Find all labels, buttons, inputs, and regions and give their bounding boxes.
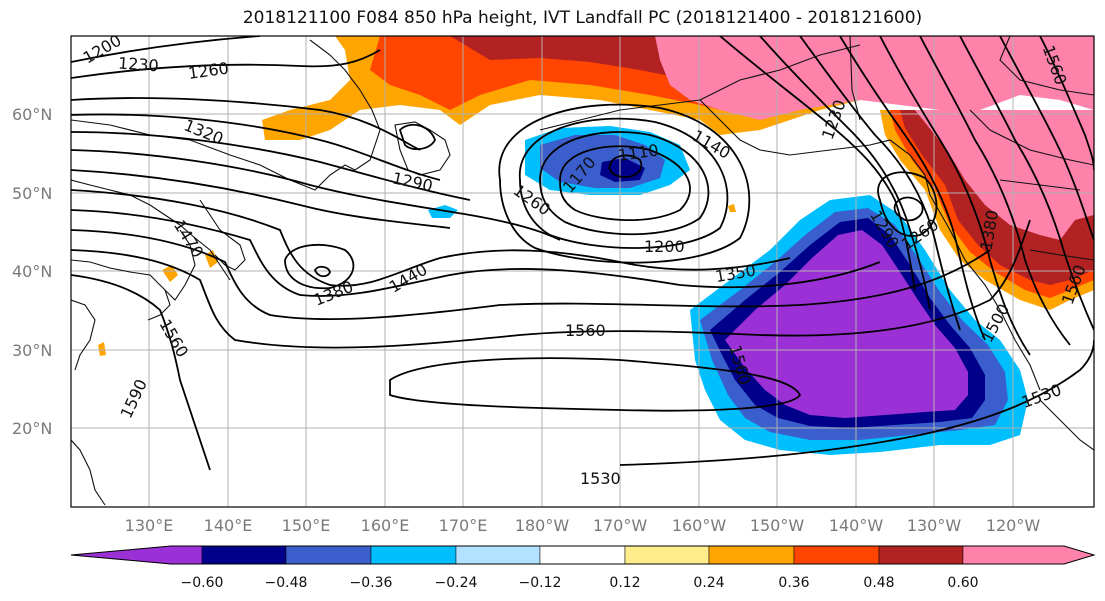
contour-label: 1560 — [565, 321, 606, 340]
colorbar-segment — [878, 545, 964, 565]
colorbar-tick: −0.36 — [350, 575, 393, 591]
map-frame — [70, 35, 1095, 508]
lon-label-140w: 140°W — [829, 516, 884, 535]
lat-label-50n: 50°N — [12, 184, 52, 203]
colorbar-frame — [70, 545, 1096, 565]
lon-label-180w: 180°W — [515, 516, 570, 535]
colorbar-segment — [285, 545, 372, 565]
longitude-labels: 130°E 140°E 150°E 160°E 170°E 180°W 170°… — [125, 516, 1041, 535]
colorbar-tick: −0.24 — [435, 575, 478, 591]
lat-label-30n: 30°N — [12, 341, 52, 360]
colorbar-tick: 0.60 — [947, 575, 978, 591]
height-contours — [71, 36, 1094, 471]
figure-title: 2018121100 F084 850 hPa height, IVT Land… — [242, 8, 923, 28]
colorbar-segment — [793, 545, 880, 565]
lon-label-150e: 150°E — [282, 516, 331, 535]
colorbar-segment — [624, 545, 710, 565]
colorbar-tick: 0.36 — [778, 575, 809, 591]
lon-label-170e: 170°E — [439, 516, 488, 535]
lon-label-170w: 170°W — [593, 516, 648, 535]
map-area: 1200 1230 1260 1320 1290 1110 1170 1140 … — [71, 36, 1094, 507]
latitude-labels: 60°N 50°N 40°N 30°N 20°N — [12, 105, 52, 438]
contour-label: 1200 — [644, 237, 685, 256]
colorbar-tick: 0.24 — [693, 575, 724, 591]
gridlines — [71, 36, 1094, 507]
contour-label: 1530 — [580, 469, 621, 488]
colorbar-segment — [201, 545, 287, 565]
colorbar-segment — [708, 545, 795, 565]
lat-label-20n: 20°N — [12, 419, 52, 438]
contour-label: 1230 — [117, 53, 159, 75]
colorbar-tick: 0.48 — [863, 575, 894, 591]
colorbar-segment — [539, 545, 626, 565]
lon-label-120w: 120°W — [986, 516, 1041, 535]
colorbar-tick-labels: −0.60 −0.48 −0.36 −0.24 −0.12 0.12 0.24 … — [181, 575, 979, 591]
lon-label-130e: 130°E — [125, 516, 174, 535]
lon-label-150w: 150°W — [750, 516, 805, 535]
lat-label-40n: 40°N — [12, 262, 52, 281]
lon-label-160e: 160°E — [361, 516, 410, 535]
lon-label-130w: 130°W — [907, 516, 962, 535]
lat-label-60n: 60°N — [12, 105, 52, 124]
colorbar-tick: −0.60 — [181, 575, 224, 591]
colorbar-segment — [370, 545, 457, 565]
lon-label-160w: 160°W — [672, 516, 727, 535]
colorbar: −0.60 −0.48 −0.36 −0.24 −0.12 0.12 0.24 … — [70, 545, 1096, 591]
colorbar-tick: 0.12 — [609, 575, 640, 591]
colorbar-tick: −0.12 — [519, 575, 562, 591]
colorbar-tick: −0.48 — [265, 575, 308, 591]
colorbar-segment — [455, 545, 541, 565]
lon-label-140e: 140°E — [204, 516, 253, 535]
